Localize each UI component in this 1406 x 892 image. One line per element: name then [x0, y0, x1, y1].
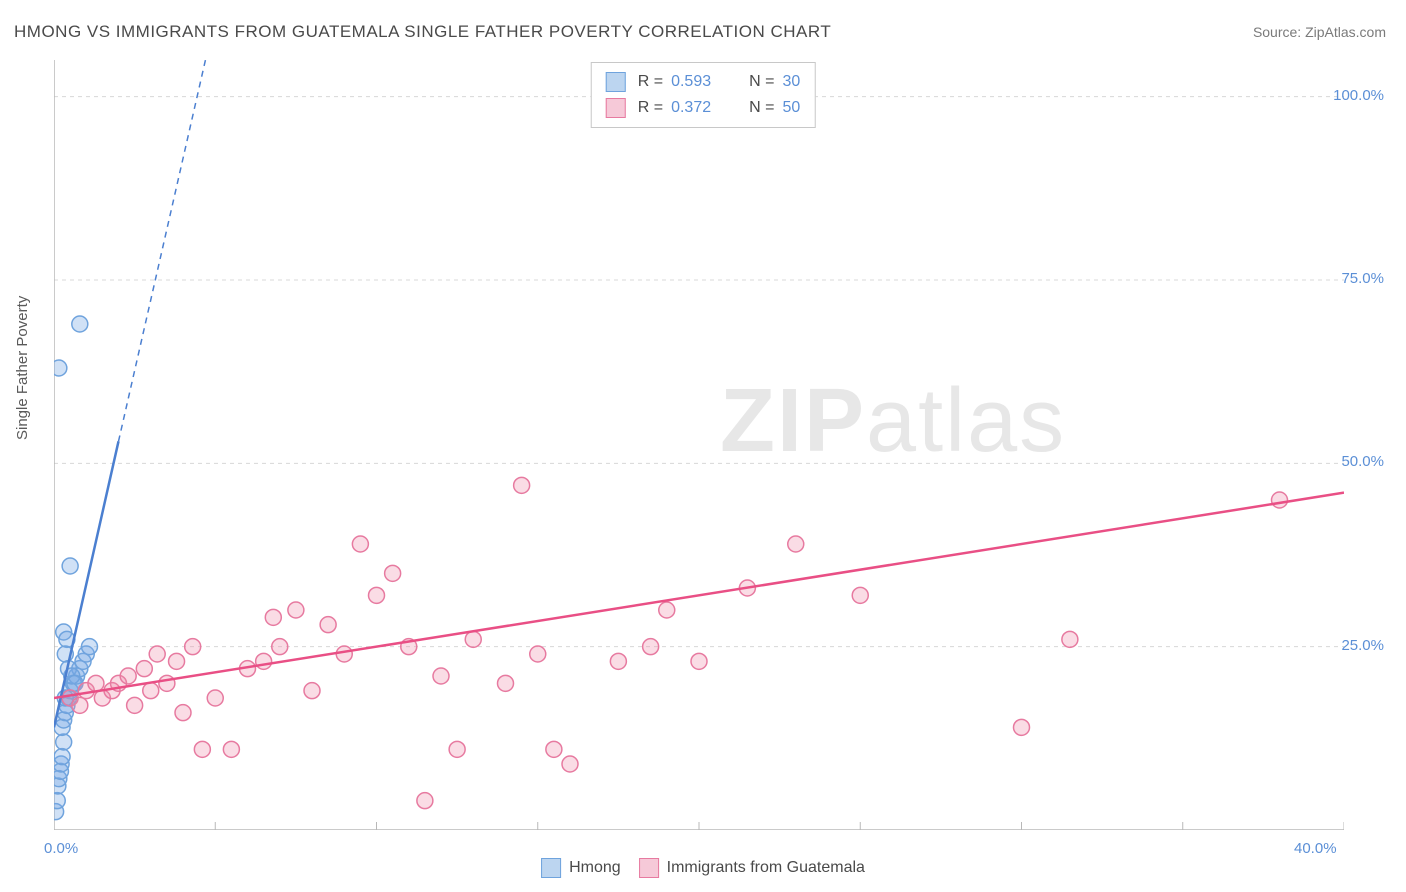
correlation-legend: R = 0.593 N = 30 R = 0.372 N = 50 [591, 62, 816, 128]
legend-n-label: N = [749, 69, 774, 95]
y-tick-label: 50.0% [1341, 453, 1384, 470]
legend-series-name: Immigrants from Guatemala [667, 859, 865, 877]
y-tick-label: 75.0% [1341, 270, 1384, 287]
legend-n-value: 50 [782, 95, 800, 121]
legend-series-item: Hmong [541, 858, 621, 878]
legend-swatch [606, 72, 626, 92]
legend-r-label: R = [638, 95, 663, 121]
chart-plot-area [54, 60, 1344, 830]
legend-swatch [541, 858, 561, 878]
scatter-plot-svg [54, 60, 1344, 830]
y-tick-label: 100.0% [1333, 87, 1384, 104]
legend-r-value: 0.372 [671, 95, 711, 121]
y-tick-label: 25.0% [1341, 637, 1384, 654]
legend-stat-row: R = 0.372 N = 50 [606, 95, 801, 121]
y-axis-label: Single Father Poverty [14, 296, 31, 440]
legend-series-item: Immigrants from Guatemala [639, 858, 865, 878]
series-legend: Hmong Immigrants from Guatemala [541, 858, 865, 878]
source-attribution: Source: ZipAtlas.com [1253, 24, 1386, 40]
legend-swatch [639, 858, 659, 878]
x-tick-label: 0.0% [44, 840, 78, 857]
legend-r-label: R = [638, 69, 663, 95]
legend-series-name: Hmong [569, 859, 621, 877]
chart-title: HMONG VS IMMIGRANTS FROM GUATEMALA SINGL… [14, 22, 831, 42]
legend-stat-row: R = 0.593 N = 30 [606, 69, 801, 95]
legend-n-label: N = [749, 95, 774, 121]
legend-swatch [606, 98, 626, 118]
legend-r-value: 0.593 [671, 69, 711, 95]
x-tick-label: 40.0% [1294, 840, 1337, 857]
legend-n-value: 30 [782, 69, 800, 95]
